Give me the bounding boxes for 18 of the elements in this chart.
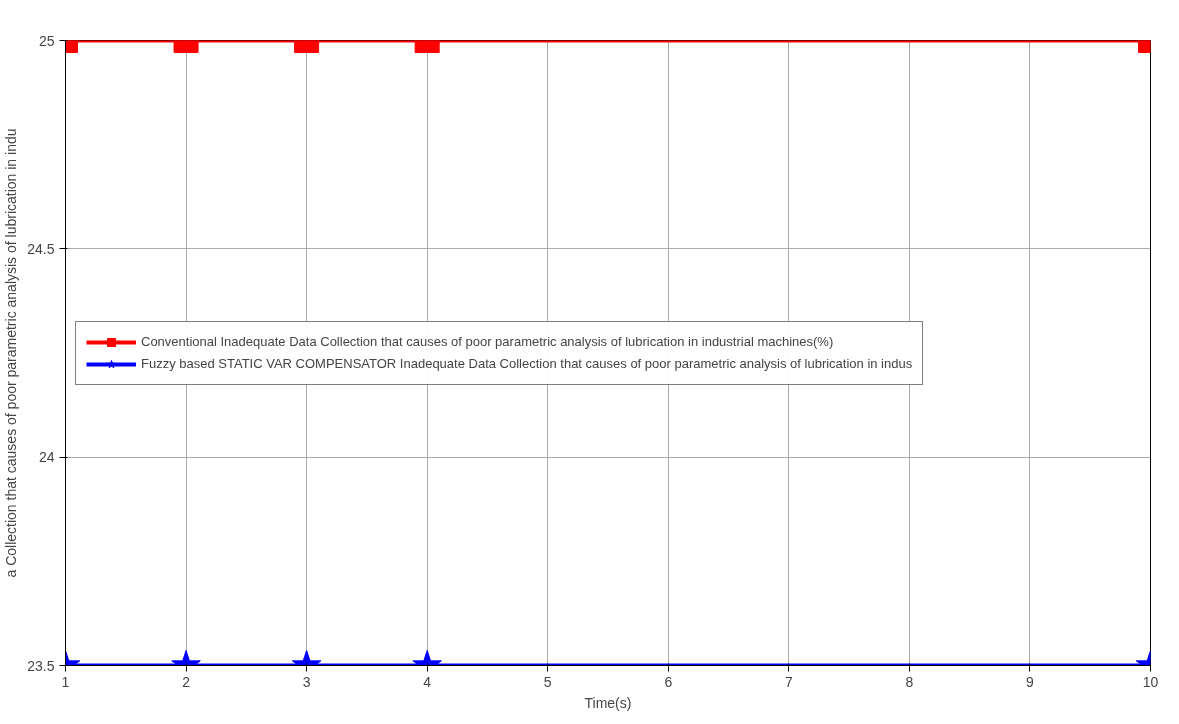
y-tick-label: 24 — [38, 449, 55, 466]
y-tick-label: 25 — [38, 32, 55, 49]
y-tick-label: 23.5 — [27, 657, 55, 674]
legend-label: Fuzzy based STATIC VAR COMPENSATOR Inadequate Data Collection that causes of poor parametric analysis of lubrication in indus — [141, 356, 913, 371]
legend-label: Conventional Inadequate Data Collection that causes of poor parametric analysis of lubrication in industrial machines(%) — [141, 334, 834, 349]
x-tick-label: 1 — [61, 673, 70, 690]
x-tick-label: 4 — [423, 673, 432, 690]
x-tick-label: 10 — [1142, 673, 1159, 690]
x-axis-title: Time(s) — [584, 694, 632, 711]
x-tick-label: 2 — [182, 673, 191, 690]
y-axis-title: a Collection that causes of poor parametric analysis of lubrication in indu — [3, 128, 20, 578]
x-tick-label: 5 — [543, 673, 552, 690]
x-tick-label: 9 — [1026, 673, 1035, 690]
x-tick-label: 8 — [905, 673, 914, 690]
y-tick-label: 24.5 — [27, 240, 55, 257]
x-tick-label: 7 — [784, 673, 793, 690]
x-tick-label: 3 — [302, 673, 311, 690]
x-tick-label: 6 — [664, 673, 673, 690]
